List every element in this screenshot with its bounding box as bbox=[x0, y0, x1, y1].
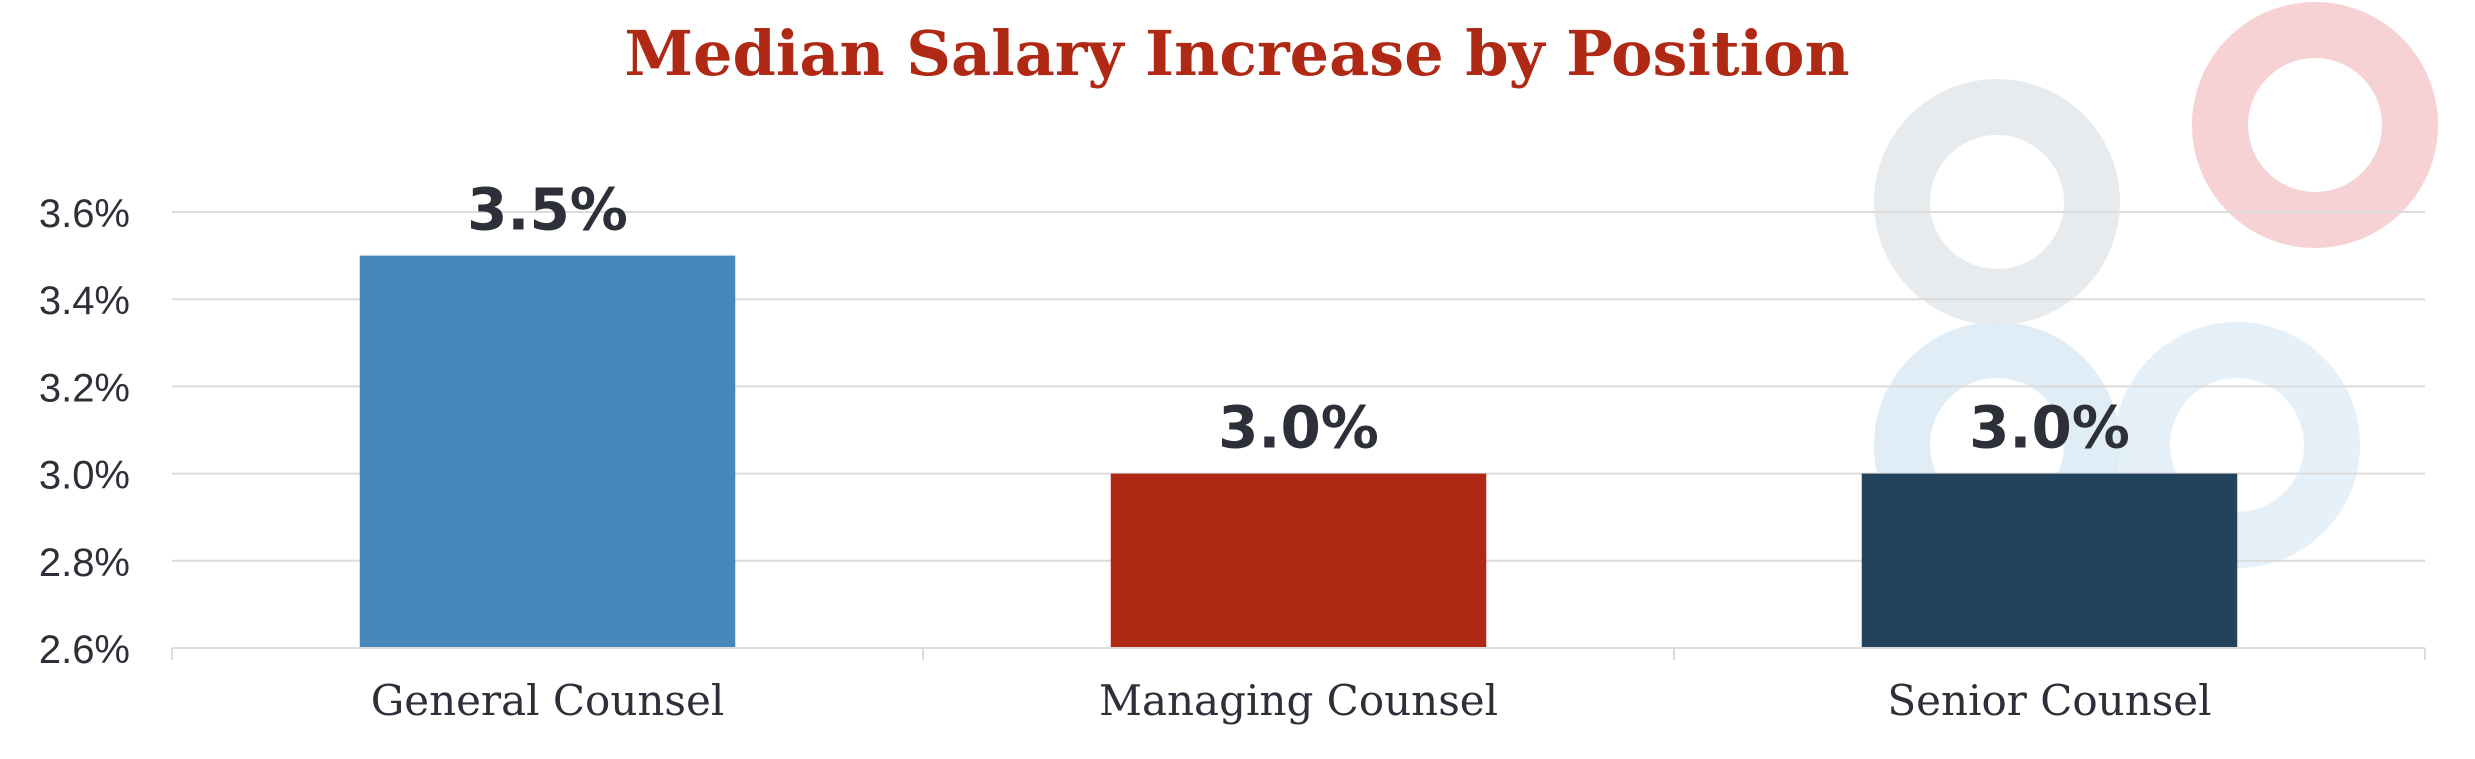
data-label: 3.0% bbox=[1218, 394, 1379, 462]
x-axis: General Counsel Managing Counsel Senior Co… bbox=[171, 647, 2426, 725]
x-category-label: Senior Counsel bbox=[1887, 676, 2211, 725]
bar bbox=[1861, 473, 2238, 648]
y-tick-label: 3.2% bbox=[39, 366, 130, 410]
data-label: 3.5% bbox=[467, 176, 628, 244]
y-tick-label: 2.8% bbox=[39, 541, 130, 585]
x-category-label: Managing Counsel bbox=[1099, 676, 1498, 725]
y-tick-label: 3.0% bbox=[39, 454, 130, 498]
decor-ring-pink bbox=[2192, 2, 2438, 248]
data-labels: 3.5% 3.0% 3.0% bbox=[467, 176, 2130, 462]
y-tick-label: 2.6% bbox=[39, 628, 130, 672]
data-label: 3.0% bbox=[1969, 394, 2130, 462]
y-axis: 2.6% 2.8% 3.0% 3.2% 3.4% 3.6% bbox=[39, 192, 130, 672]
bars bbox=[359, 255, 2238, 648]
chart-title: Median Salary Increase by Position bbox=[624, 17, 1849, 90]
decor-ring-gray-top bbox=[1874, 79, 2120, 325]
y-tick-label: 3.4% bbox=[39, 279, 130, 323]
x-category-label: General Counsel bbox=[371, 676, 725, 725]
decorative-rings bbox=[1874, 2, 2438, 568]
y-tick-label: 3.6% bbox=[39, 192, 130, 236]
bar bbox=[359, 255, 736, 648]
bar bbox=[1110, 473, 1487, 648]
